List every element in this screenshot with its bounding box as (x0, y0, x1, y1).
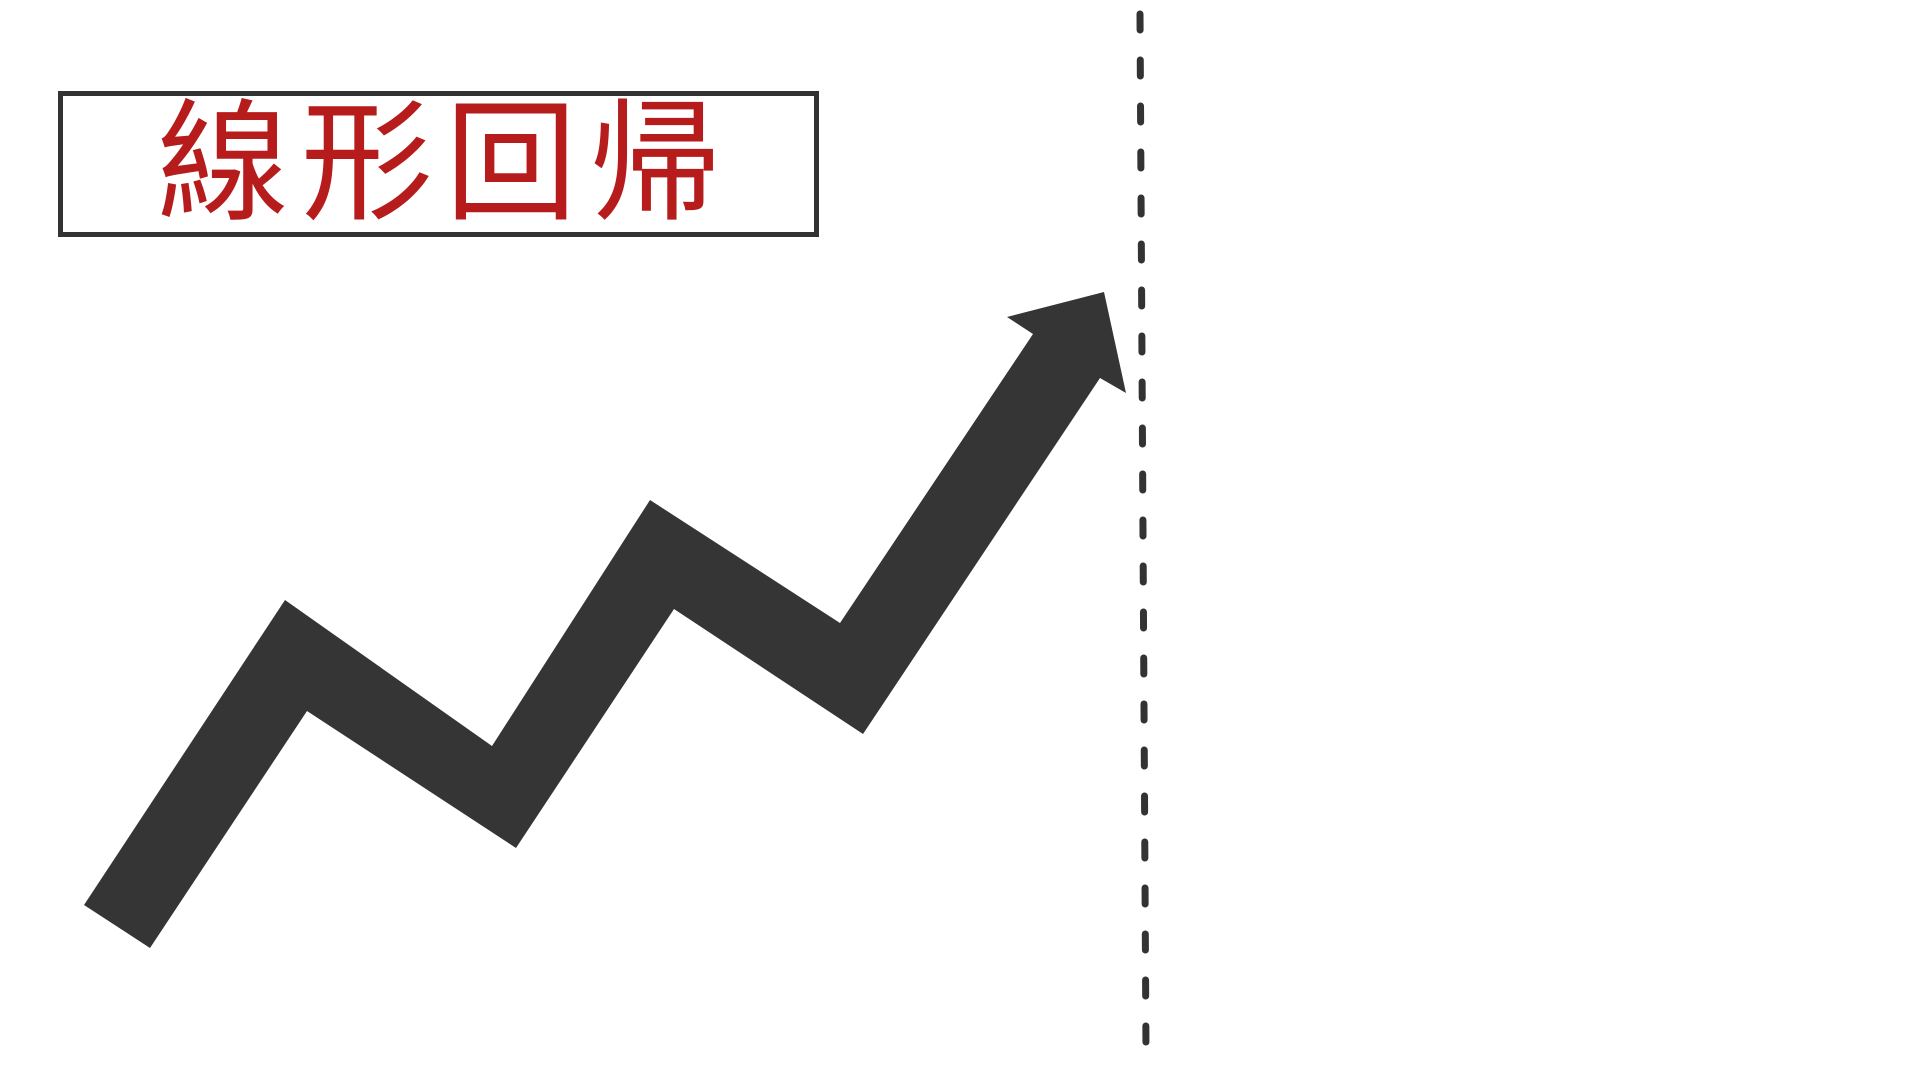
vertical-divider (1136, 10, 1150, 1056)
trend-arrow (84, 292, 1126, 948)
title-frame: 線形回帰 (58, 91, 819, 237)
title-text: 線形回帰 (157, 87, 733, 241)
